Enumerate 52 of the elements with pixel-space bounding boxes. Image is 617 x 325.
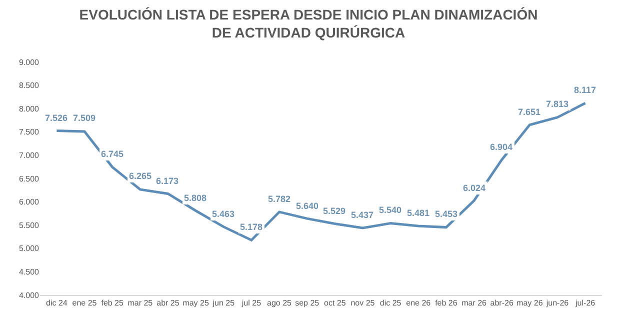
x-tick-label: feb 26 bbox=[435, 298, 458, 308]
y-tick-label: 8.000 bbox=[18, 104, 40, 114]
y-tick-label: 8.500 bbox=[18, 81, 40, 90]
x-tick-label: jun 25 bbox=[212, 298, 236, 308]
data-label: 5.178 bbox=[240, 222, 263, 232]
x-tick-label: ago 25 bbox=[267, 298, 292, 308]
data-label: 6.173 bbox=[156, 176, 179, 186]
x-tick-label: dic 25 bbox=[380, 298, 402, 308]
data-label: 5.481 bbox=[407, 208, 430, 218]
x-tick-label: may 26 bbox=[516, 298, 544, 308]
y-tick-label: 6.500 bbox=[18, 174, 40, 184]
data-label: 7.651 bbox=[518, 107, 541, 117]
y-tick-label: 4.000 bbox=[18, 290, 40, 300]
x-tick-label: dic 24 bbox=[46, 298, 68, 308]
x-tick-label: jul-26 bbox=[574, 298, 596, 308]
x-tick-label: oct 25 bbox=[324, 298, 346, 308]
x-tick-label: nov 25 bbox=[350, 298, 376, 308]
data-label: 5.782 bbox=[268, 194, 291, 204]
x-tick-label: ene 26 bbox=[406, 298, 432, 308]
data-label: 6.904 bbox=[490, 142, 513, 152]
data-label: 6.265 bbox=[129, 171, 152, 181]
data-label: 5.808 bbox=[184, 193, 207, 203]
data-label: 7.526 bbox=[45, 113, 68, 123]
y-tick-label: 7.500 bbox=[18, 128, 40, 137]
data-label: 7.813 bbox=[546, 99, 569, 109]
x-tick-label: abr-26 bbox=[490, 298, 514, 308]
data-label: 5.529 bbox=[323, 206, 346, 216]
x-tick-label: feb 25 bbox=[101, 298, 124, 308]
x-tick-label: jun-26 bbox=[545, 298, 570, 308]
y-tick-label: 7.000 bbox=[18, 151, 40, 160]
y-tick-label: 5.000 bbox=[18, 244, 40, 254]
data-label: 5.540 bbox=[379, 205, 402, 215]
x-tick-label: jul 25 bbox=[240, 298, 262, 308]
y-tick-label: 5.500 bbox=[18, 220, 40, 230]
y-tick-label: 4.500 bbox=[18, 268, 40, 276]
data-label: 6.024 bbox=[463, 183, 486, 193]
x-tick-label: may 25 bbox=[182, 298, 210, 308]
data-label: 6.745 bbox=[101, 149, 124, 159]
y-tick-label: 9.000 bbox=[18, 58, 40, 67]
data-label: 5.640 bbox=[296, 201, 319, 211]
x-tick-label: mar 26 bbox=[462, 298, 488, 308]
chart-title: EVOLUCIÓN LISTA DE ESPERA DESDE INICIO PLAN DINAMIZACIÓN DE ACTIVIDAD QUIRÚRGICA bbox=[79, 6, 538, 41]
x-tick-label: sep 25 bbox=[295, 298, 320, 308]
data-label: 5.437 bbox=[351, 210, 374, 220]
x-tick-label: ene 25 bbox=[72, 298, 98, 308]
data-label: 8.117 bbox=[574, 85, 596, 95]
x-tick-label: abr 25 bbox=[156, 298, 180, 308]
y-tick-label: 6.000 bbox=[18, 198, 40, 207]
data-label: 7.509 bbox=[73, 113, 96, 123]
data-label: 5.453 bbox=[435, 209, 458, 219]
data-label: 5.463 bbox=[212, 209, 235, 219]
x-tick-label: mar 25 bbox=[128, 298, 154, 308]
